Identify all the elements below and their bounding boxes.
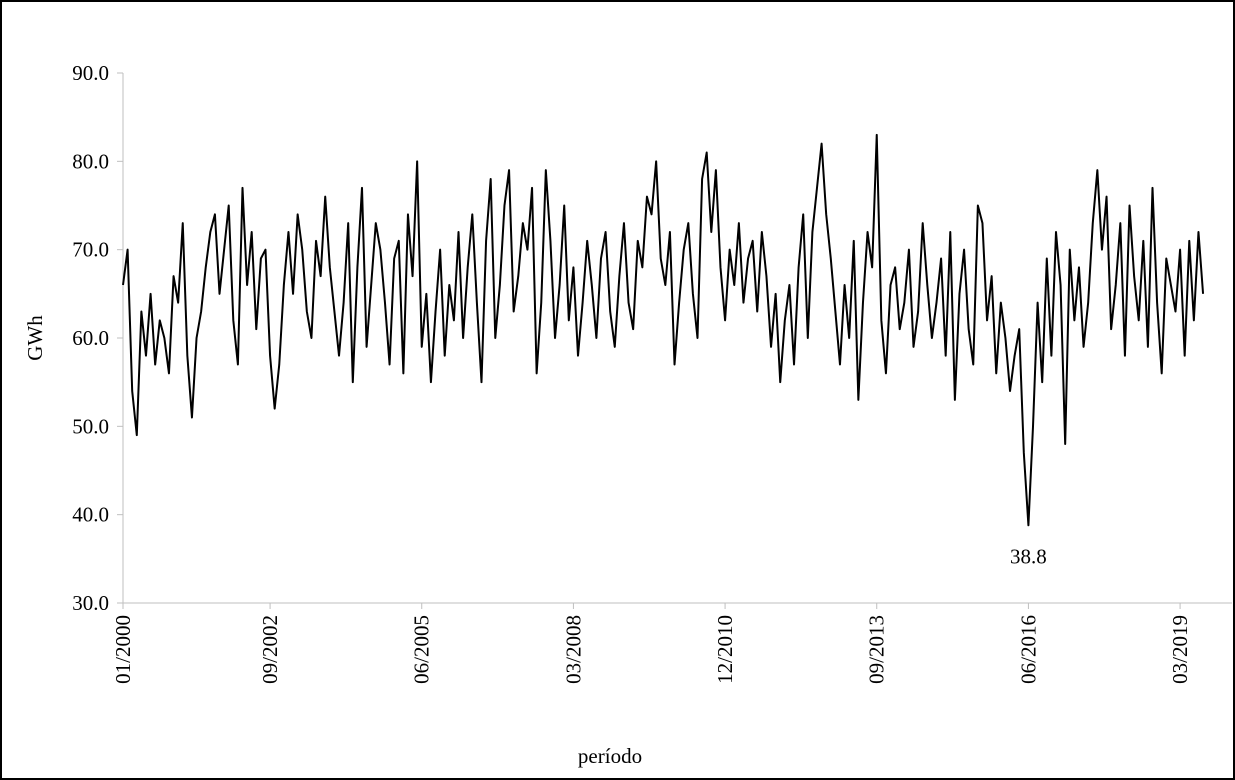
x-tick-label: 09/2002	[258, 615, 282, 684]
x-tick-label: 03/2008	[561, 615, 585, 684]
y-tick-label: 40.0	[72, 503, 109, 527]
x-tick-label: 03/2019	[1168, 615, 1192, 684]
x-tick-label: 12/2010	[713, 615, 737, 684]
annotation: 38.8	[1010, 544, 1047, 568]
y-tick-label: 90.0	[72, 61, 109, 85]
x-tick-label: 06/2005	[410, 615, 434, 684]
y-tick-label: 80.0	[72, 149, 109, 173]
x-axis-title: período	[578, 744, 642, 768]
x-tick-label: 09/2013	[865, 615, 889, 684]
y-tick-label: 70.0	[72, 238, 109, 262]
y-axis-title: GWh	[23, 315, 47, 361]
x-tick-label: 06/2016	[1016, 615, 1040, 684]
data-line	[122, 133, 1205, 527]
y-tick-label: 50.0	[72, 414, 109, 438]
y-tick-label: 60.0	[72, 326, 109, 350]
x-tick-label: 01/2000	[111, 615, 135, 684]
y-tick-label: 30.0	[72, 591, 109, 615]
